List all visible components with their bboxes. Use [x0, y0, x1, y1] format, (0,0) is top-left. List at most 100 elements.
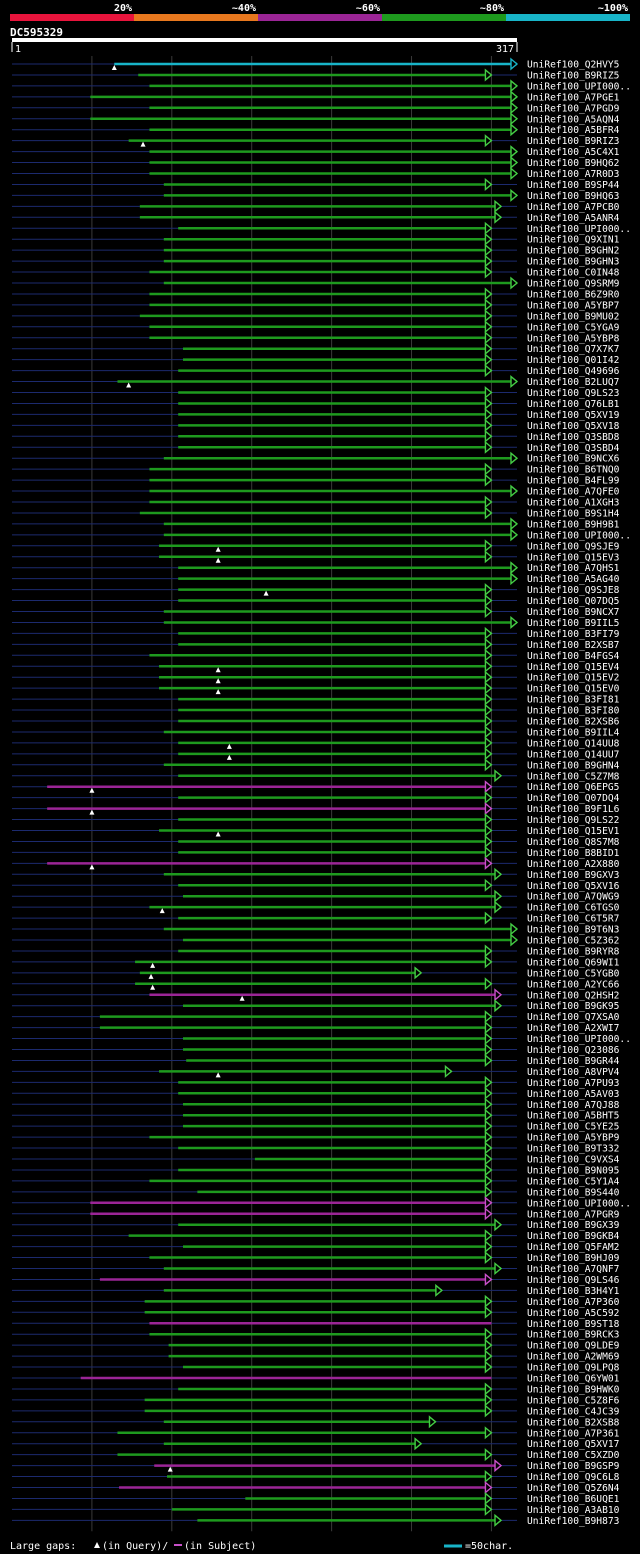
hit-label[interactable]: UniRef100_B9GK95 [527, 1001, 619, 1012]
hit-label[interactable]: UniRef100_C5YGB0 [527, 968, 620, 979]
hit-row[interactable]: UniRef100_A5YBP7 [12, 298, 620, 312]
hit-label[interactable]: UniRef100_B9GHN3 [527, 257, 620, 268]
hit-row[interactable]: UniRef100_A5BFR4 [12, 123, 620, 137]
hit-label[interactable]: UniRef100_B8BID1 [527, 848, 620, 859]
hit-label[interactable]: UniRef100_A7P361 [527, 1428, 620, 1439]
hit-label[interactable]: UniRef100_Q9LS46 [527, 1275, 620, 1286]
hit-row[interactable]: UniRef100_Q15EV0 [12, 681, 620, 695]
hit-row[interactable]: UniRef100_B9T6N3 [12, 922, 620, 936]
hit-label[interactable]: UniRef100_A7PGE1 [527, 92, 620, 103]
hit-row[interactable]: UniRef100_A7QHS1 [12, 561, 620, 575]
hit-row[interactable]: UniRef100_A7PGE1 [12, 90, 620, 104]
hit-label[interactable]: UniRef100_A5BFR4 [527, 125, 620, 136]
hit-label[interactable]: UniRef100_B9RIZ5 [527, 70, 619, 81]
hit-label[interactable]: UniRef100_Q23086 [527, 1045, 620, 1056]
hit-row[interactable]: UniRef100_Q9XIN1 [12, 232, 620, 246]
hit-row[interactable]: UniRef100_B3FI79 [12, 626, 620, 640]
hit-row[interactable]: UniRef100_C5YGB0 [12, 966, 620, 980]
hit-row[interactable]: UniRef100_B9GSP9 [12, 1459, 620, 1473]
hit-row[interactable]: UniRef100_A7QJ88 [12, 1097, 620, 1111]
hit-label[interactable]: UniRef100_B9GX39 [527, 1220, 620, 1231]
hit-row[interactable]: UniRef100_A7QWG9 [12, 889, 620, 903]
hit-label[interactable]: UniRef100_A2WM69 [527, 1352, 620, 1363]
hit-row[interactable]: UniRef100_Q15EV3 [12, 550, 620, 564]
hit-label[interactable]: UniRef100_B9MU02 [527, 311, 619, 322]
hit-row[interactable]: UniRef100_Q6YW01 [12, 1374, 620, 1385]
hit-label[interactable]: UniRef100_B3FI79 [527, 629, 620, 640]
hit-label[interactable]: UniRef100_B9GXV3 [527, 870, 620, 881]
hit-row[interactable]: UniRef100_B6Z9R0 [12, 287, 620, 301]
hit-row[interactable]: UniRef100_Q7XSA0 [12, 1010, 620, 1024]
hit-label[interactable]: UniRef100_A5AQN4 [527, 114, 620, 125]
hit-row[interactable]: UniRef100_C0IN48 [12, 265, 620, 279]
hit-label[interactable]: UniRef100_Q3SBD4 [527, 443, 620, 454]
hit-label[interactable]: UniRef100_C6TGS0 [527, 903, 620, 914]
hit-label[interactable]: UniRef100_UPI000.. [527, 81, 631, 92]
hit-label[interactable]: UniRef100_Q07DQ5 [527, 596, 619, 607]
hit-row[interactable]: UniRef100_B9H873 [12, 1513, 620, 1527]
hit-label[interactable]: UniRef100_B9GSP9 [527, 1461, 620, 1472]
hit-row[interactable]: UniRef100_A5AQN4 [12, 112, 620, 126]
hit-row[interactable]: UniRef100_Q9SRM9 [12, 276, 620, 290]
hit-label[interactable]: UniRef100_A8VPV4 [527, 1067, 620, 1078]
hit-row[interactable]: UniRef100_Q5Z6N4 [12, 1481, 620, 1495]
hit-row[interactable]: UniRef100_Q69WI1 [12, 955, 620, 969]
hit-row[interactable]: UniRef100_B9RYR8 [12, 944, 620, 958]
hit-row[interactable]: UniRef100_B8BID1 [12, 845, 620, 859]
hit-label[interactable]: UniRef100_B9RCK3 [527, 1330, 620, 1341]
hit-label[interactable]: UniRef100_B2XSB7 [527, 640, 620, 651]
hit-row[interactable]: UniRef100_B9RIZ5 [12, 68, 619, 82]
hit-label[interactable]: UniRef100_Q07DQ4 [527, 793, 620, 804]
hit-label[interactable]: UniRef100_B9IIL4 [527, 727, 620, 738]
hit-row[interactable]: UniRef100_A7PU93 [12, 1075, 620, 1089]
hit-label[interactable]: UniRef100_A7QJ88 [527, 1100, 620, 1111]
hit-row[interactable]: UniRef100_C6T5R7 [12, 911, 620, 925]
hit-row[interactable]: UniRef100_B9IIL5 [12, 615, 619, 629]
hit-label[interactable]: UniRef100_B9ST18 [527, 1319, 620, 1330]
hit-row[interactable]: UniRef100_B9ST18 [12, 1319, 620, 1330]
hit-label[interactable]: UniRef100_A7R0D3 [527, 169, 620, 180]
hit-row[interactable]: UniRef100_UPI000.. [12, 79, 631, 93]
hit-row[interactable]: UniRef100_A5C592 [12, 1305, 619, 1319]
hit-row[interactable]: UniRef100_B9IIL4 [12, 725, 620, 739]
hit-row[interactable]: UniRef100_Q2HVY5 [12, 57, 619, 71]
hit-label[interactable]: UniRef100_A7QWG9 [527, 892, 620, 903]
hit-label[interactable]: UniRef100_Q7X7K7 [527, 344, 620, 355]
hit-label[interactable]: UniRef100_Q15EV4 [527, 662, 620, 673]
hit-label[interactable]: UniRef100_Q9C6L8 [527, 1472, 620, 1483]
hit-row[interactable]: UniRef100_Q5XV16 [12, 878, 620, 892]
hit-label[interactable]: UniRef100_A2XWI7 [527, 1023, 620, 1034]
hit-row[interactable]: UniRef100_UPI000.. [12, 1032, 631, 1046]
hit-label[interactable]: UniRef100_A5BHT5 [527, 1111, 619, 1122]
hit-row[interactable]: UniRef100_C5Z362 [12, 933, 619, 947]
hit-label[interactable]: UniRef100_Q76LB1 [527, 399, 620, 410]
hit-row[interactable]: UniRef100_Q01I42 [12, 353, 619, 367]
hit-row[interactable]: UniRef100_B9S440 [12, 1185, 620, 1199]
hit-row[interactable]: UniRef100_A7R0D3 [12, 167, 620, 181]
hit-row[interactable]: UniRef100_Q9LPQ8 [12, 1360, 620, 1374]
hit-label[interactable]: UniRef100_Q5Z6N4 [527, 1483, 620, 1494]
hit-row[interactable]: UniRef100_Q76LB1 [12, 396, 620, 410]
hit-label[interactable]: UniRef100_Q15EV1 [527, 826, 620, 837]
hit-label[interactable]: UniRef100_A1XGH3 [527, 498, 620, 509]
hit-label[interactable]: UniRef100_B9GR44 [527, 1056, 620, 1067]
hit-row[interactable]: UniRef100_A5YBP9 [12, 1130, 620, 1144]
hit-row[interactable]: UniRef100_B9SP44 [12, 177, 620, 191]
hit-row[interactable]: UniRef100_B9GK95 [12, 999, 619, 1013]
hit-row[interactable]: UniRef100_Q9LS23 [12, 386, 620, 400]
hit-row[interactable]: UniRef100_B9H9B1 [12, 517, 620, 531]
hit-label[interactable]: UniRef100_Q8S7M8 [527, 837, 620, 848]
hit-row[interactable]: UniRef100_B9NCX7 [12, 605, 620, 619]
hit-row[interactable]: UniRef100_UPI000.. [12, 1196, 631, 1210]
hit-label[interactable]: UniRef100_Q9LS23 [527, 388, 620, 399]
hit-label[interactable]: UniRef100_Q49696 [527, 366, 620, 377]
hit-label[interactable]: UniRef100_C0IN48 [527, 268, 620, 279]
hit-row[interactable]: UniRef100_A5C4X1 [12, 145, 620, 159]
hit-label[interactable]: UniRef100_Q14UU7 [527, 749, 620, 760]
hit-row[interactable]: UniRef100_B9GXV3 [12, 867, 620, 881]
hit-row[interactable]: UniRef100_B2XSB8 [12, 1415, 620, 1429]
hit-row[interactable]: UniRef100_B9MU02 [12, 309, 619, 323]
hit-row[interactable]: UniRef100_C9VXS4 [12, 1152, 620, 1166]
hit-label[interactable]: UniRef100_B9HQ62 [527, 158, 619, 169]
hit-row[interactable]: UniRef100_A5ANR4 [12, 210, 620, 224]
